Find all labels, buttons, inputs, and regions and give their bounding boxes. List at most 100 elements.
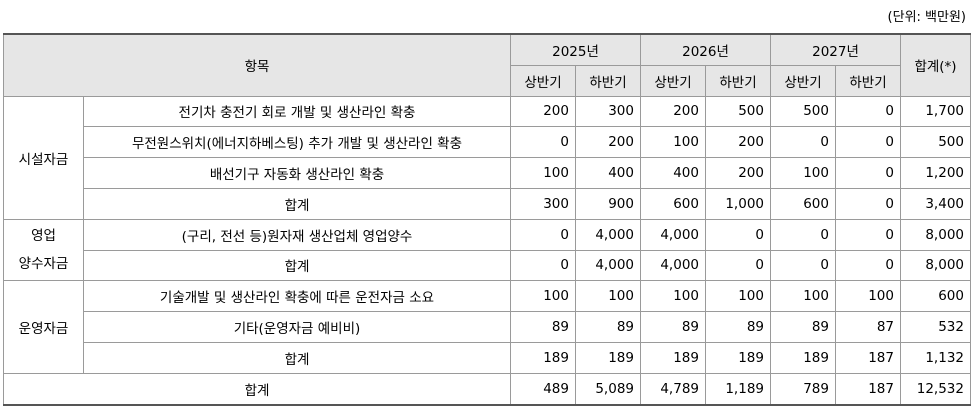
header-half: 상반기 (770, 64, 836, 97)
cell: 600 (640, 187, 706, 220)
cell: 12,532 (900, 372, 971, 406)
subtotal-row: 합계 189 189 189 189 189 187 1,132 (4, 341, 971, 374)
grand-total-row: 합계 489 5,089 4,789 1,189 789 187 12,532 (3, 372, 971, 406)
cell: 100 (640, 126, 706, 159)
cell: 0 (770, 249, 836, 282)
cell: 0 (835, 187, 901, 220)
header-half: 하반기 (705, 64, 771, 97)
group-label-line: 양수자금 (18, 256, 69, 273)
cell: 89 (510, 311, 576, 343)
table-row: 시설자금 전기차 충전기 회로 개발 및 생산라인 확충 200 300 200… (3, 95, 971, 220)
cell: 0 (705, 218, 771, 251)
header-item: 항목 (3, 32, 511, 97)
cell: 200 (510, 95, 576, 128)
header-year-2026: 2026년 (640, 32, 771, 66)
cell: 0 (835, 249, 901, 282)
cell: 1,189 (705, 372, 771, 406)
table-row: 배선기구 자동화 생산라인 확충 100 400 400 200 100 0 1… (4, 157, 971, 189)
cell: 200 (705, 126, 771, 159)
cell: 1,200 (900, 157, 971, 189)
cell: 500 (900, 126, 971, 159)
cell: 187 (835, 372, 901, 406)
cell: 400 (640, 157, 706, 189)
cell: 489 (510, 372, 576, 406)
cell: 0 (510, 126, 576, 159)
row-item: 기타(운영자금 예비비) (83, 311, 511, 343)
cell: 200 (575, 126, 641, 159)
row-item: (구리, 전선 등)원자재 생산업체 영업양수 (83, 218, 511, 251)
subtotal-label: 합계 (83, 187, 511, 220)
row-item: 기술개발 및 생산라인 확충에 따른 운전자금 소요 (83, 280, 511, 313)
cell: 189 (770, 341, 836, 374)
cell: 5,089 (575, 372, 641, 406)
row-item: 배선기구 자동화 생산라인 확충 (83, 157, 511, 189)
cell: 187 (835, 341, 901, 374)
row-item: 무전원스위치(에너지하베스팅) 추가 개발 및 생산라인 확충 (83, 126, 511, 159)
subtotal-row: 합계 300 900 600 1,000 600 0 3,400 (4, 187, 971, 220)
cell: 100 (770, 157, 836, 189)
cell: 189 (640, 341, 706, 374)
cell: 87 (835, 311, 901, 343)
cell: 1,700 (900, 95, 971, 128)
cell: 400 (575, 157, 641, 189)
cell: 300 (510, 187, 576, 220)
row-item: 전기차 충전기 회로 개발 및 생산라인 확충 (83, 95, 511, 128)
cell: 300 (575, 95, 641, 128)
table-row: 운영자금 기술개발 및 생산라인 확충에 따른 운전자금 소요 100 100 … (3, 280, 971, 374)
subtotal-label: 합계 (83, 249, 511, 282)
cell: 0 (770, 218, 836, 251)
cell: 0 (835, 218, 901, 251)
cell: 100 (510, 157, 576, 189)
grand-total-label: 합계 (3, 372, 511, 406)
cell: 89 (640, 311, 706, 343)
table-row: 영업 양수자금 (구리, 전선 등)원자재 생산업체 영업양수 0 4,000 … (3, 218, 971, 282)
cell: 8,000 (900, 249, 971, 282)
cell: 600 (900, 280, 971, 313)
group-label-line: 영업 (31, 228, 56, 245)
cell: 200 (640, 95, 706, 128)
header-half: 상반기 (640, 64, 706, 97)
cell: 500 (705, 95, 771, 128)
group-label-facility: 시설자금 (3, 95, 84, 220)
header-year-2025: 2025년 (510, 32, 641, 66)
cell: 100 (705, 280, 771, 313)
cell: 0 (510, 249, 576, 282)
header-half: 하반기 (835, 64, 901, 97)
cell: 900 (575, 187, 641, 220)
cell: 89 (705, 311, 771, 343)
header-year-2027: 2027년 (770, 32, 901, 66)
cell: 789 (770, 372, 836, 406)
cell: 89 (575, 311, 641, 343)
cell: 0 (835, 126, 901, 159)
cell: 0 (510, 218, 576, 251)
cell: 100 (770, 280, 836, 313)
cell: 200 (705, 157, 771, 189)
subtotal-row: 합계 0 4,000 4,000 0 0 0 8,000 (4, 249, 971, 282)
cell: 89 (770, 311, 836, 343)
cell: 0 (770, 126, 836, 159)
cell: 4,789 (640, 372, 706, 406)
cell: 8,000 (900, 218, 971, 251)
cell: 4,000 (575, 249, 641, 282)
subtotal-label: 합계 (83, 341, 511, 374)
header-total: 합계(*) (900, 32, 971, 97)
cell: 500 (770, 95, 836, 128)
cell: 3,400 (900, 187, 971, 220)
table-header: 항목 2025년 2026년 2027년 합계(*) 상반기 하반기 상반기 하… (3, 32, 971, 97)
cell: 100 (835, 280, 901, 313)
cell: 189 (510, 341, 576, 374)
table-row: 기타(운영자금 예비비) 89 89 89 89 89 87 532 (4, 311, 971, 343)
header-half: 상반기 (510, 64, 576, 97)
cell: 1,000 (705, 187, 771, 220)
cell: 100 (575, 280, 641, 313)
group-label-acquisition: 영업 양수자금 (3, 218, 84, 282)
cell: 4,000 (640, 249, 706, 282)
cell: 4,000 (640, 218, 706, 251)
cell: 532 (900, 311, 971, 343)
cell: 0 (835, 157, 901, 189)
cell: 4,000 (575, 218, 641, 251)
cell: 189 (705, 341, 771, 374)
cell: 0 (835, 95, 901, 128)
fund-usage-table: 항목 2025년 2026년 2027년 합계(*) 상반기 하반기 상반기 하… (3, 32, 971, 406)
cell: 100 (640, 280, 706, 313)
